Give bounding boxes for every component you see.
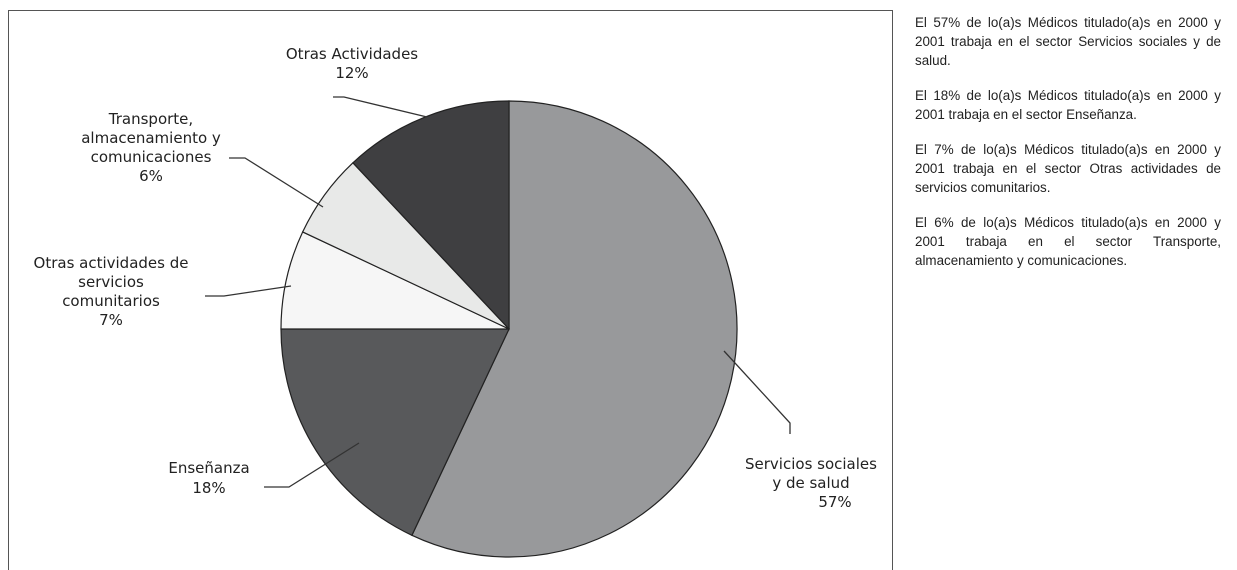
note-4: El 6% de lo(a)s Médicos titulado(a)s en … [915, 215, 1221, 268]
slice-value-label: 18% [192, 479, 225, 497]
slice-label-line: Otras actividades de [34, 254, 189, 272]
slice-label-line: Enseñanza [168, 459, 249, 477]
slice-label-line: y de salud [772, 474, 849, 492]
leader-line-4 [229, 157, 324, 208]
slice-label-line: servicios [78, 273, 144, 291]
slice-label-line: Otras Actividades [286, 45, 418, 63]
slice-label-4: Transporte,almacenamiento ycomunicacione… [81, 110, 221, 185]
notes-panel: El 57% de lo(a)s Médicos titulado(a)s en… [915, 13, 1221, 286]
note-3: El 7% de lo(a)s Médicos titulado(a)s en … [915, 142, 1221, 195]
slice-label-line: Servicios sociales [745, 455, 877, 473]
slice-value-label: 57% [818, 493, 851, 511]
slice-value-label: 12% [335, 64, 368, 82]
slice-label-2: Enseñanza 18% [168, 459, 249, 497]
pie-slice-1 [411, 100, 738, 558]
slice-value-label: 7% [99, 311, 123, 329]
pie-slice-2 [280, 328, 510, 537]
chart-frame: Servicios sociales y de salud 57% Enseñanza… [8, 10, 893, 570]
slice-label-line: comunitarios [62, 292, 160, 310]
leader-line-1 [723, 350, 791, 434]
note-1: El 57% de lo(a)s Médicos titulado(a)s en… [915, 15, 1221, 68]
slice-label-line: almacenamiento y [81, 129, 221, 147]
slice-label-3: Otras actividades deservicioscomunitario… [34, 254, 189, 329]
leader-line-3 [205, 285, 292, 297]
leader-line-5 [333, 96, 428, 118]
note-2: El 18% de lo(a)s Médicos titulado(a)s en… [915, 88, 1221, 122]
slice-label-line: comunicaciones [91, 148, 212, 166]
slice-label-line: Transporte, [108, 110, 193, 128]
slice-value-label: 6% [139, 167, 163, 185]
leader-line-2 [264, 442, 360, 488]
